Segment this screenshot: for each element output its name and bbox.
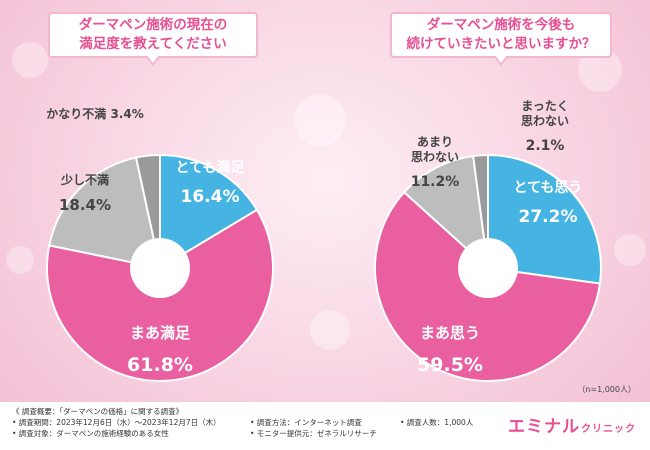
label-1-1-0: まあ思う (420, 324, 480, 342)
logo-sub: クリニック (581, 424, 636, 435)
label-1-3-1: 思わない (521, 114, 569, 128)
value-1-3: 2.1% (526, 138, 565, 154)
donut-hole-0 (130, 238, 190, 298)
value-0-1: 61.8% (127, 354, 193, 376)
footer-provider: • モニター提供元：ゼネラルリサーチ (250, 429, 377, 438)
label-1-3-0: まったく (521, 99, 569, 113)
sample-size: （n=1,000人） (577, 385, 636, 394)
value-0-2: 18.4% (59, 196, 111, 214)
slice-0-0 (159, 153, 259, 270)
value-1-2: 11.2% (411, 174, 460, 190)
donut-chart-continue: とても思う27.2%まあ思う59.5%あまり思わない11.2%まったく思わない2… (374, 99, 602, 382)
value-0-0: 16.4% (181, 187, 240, 207)
chart-title-right-line1: ダーマペン施術を今後も (426, 17, 576, 33)
slice-1-2 (402, 154, 490, 271)
footer-count: • 調査人数：1,000人 (400, 418, 474, 427)
label-0-1-0: まあ満足 (130, 324, 191, 342)
label-1-2-1: 思わない (411, 150, 459, 164)
value-1-0: 27.2% (519, 207, 578, 227)
footer-method: • 調査方法：インターネット調査 (250, 418, 362, 427)
chart-title-left-line1: ダーマペン施術の現在の (78, 17, 228, 33)
value-1-1: 59.5% (417, 354, 483, 376)
label-0-0-0: とても満足 (176, 159, 246, 176)
footer-period: • 調査期間：2023年12月6日（水）〜2023年12月7日（木） (12, 418, 221, 427)
label-1-2-0: あまり (417, 135, 453, 149)
chart-title-right-line2: 続けていきたいと思いますか？ (406, 36, 596, 52)
clinic-logo: エミナルクリニック (508, 412, 636, 437)
chart-title-left: ダーマペン施術の現在の 満足度を教えてください (48, 12, 258, 58)
logo-main: エミナル (508, 417, 580, 437)
label-0-2-0: 少し不満 (60, 172, 109, 187)
footer-target: • 調査対象：ダーマペンの施術経験のある女性 (12, 429, 169, 438)
donut-hole-1 (458, 238, 518, 298)
survey-footer: 《 調査概要：「ダーマペンの価格」に関する調査》 • 調査期間：2023年12月… (0, 402, 650, 450)
footer-summary: 《 調査概要：「ダーマペンの価格」に関する調査》 (12, 407, 184, 416)
slice-0-2 (48, 156, 162, 270)
label-0-3: かなり不満 3.4% (46, 106, 143, 121)
donut-chart-satisfaction: とても満足 16.4% まあ満足 61.8% 少し不満 18.4% かなり不満 3.4% (46, 106, 274, 382)
label-1-0-0: とても思う (514, 180, 583, 196)
slice-1-0 (487, 153, 602, 285)
chart-title-right: ダーマペン施術を今後も 続けていきたいと思いますか？ (390, 12, 612, 58)
chart-title-left-line2: 満足度を教えてください (79, 36, 227, 52)
